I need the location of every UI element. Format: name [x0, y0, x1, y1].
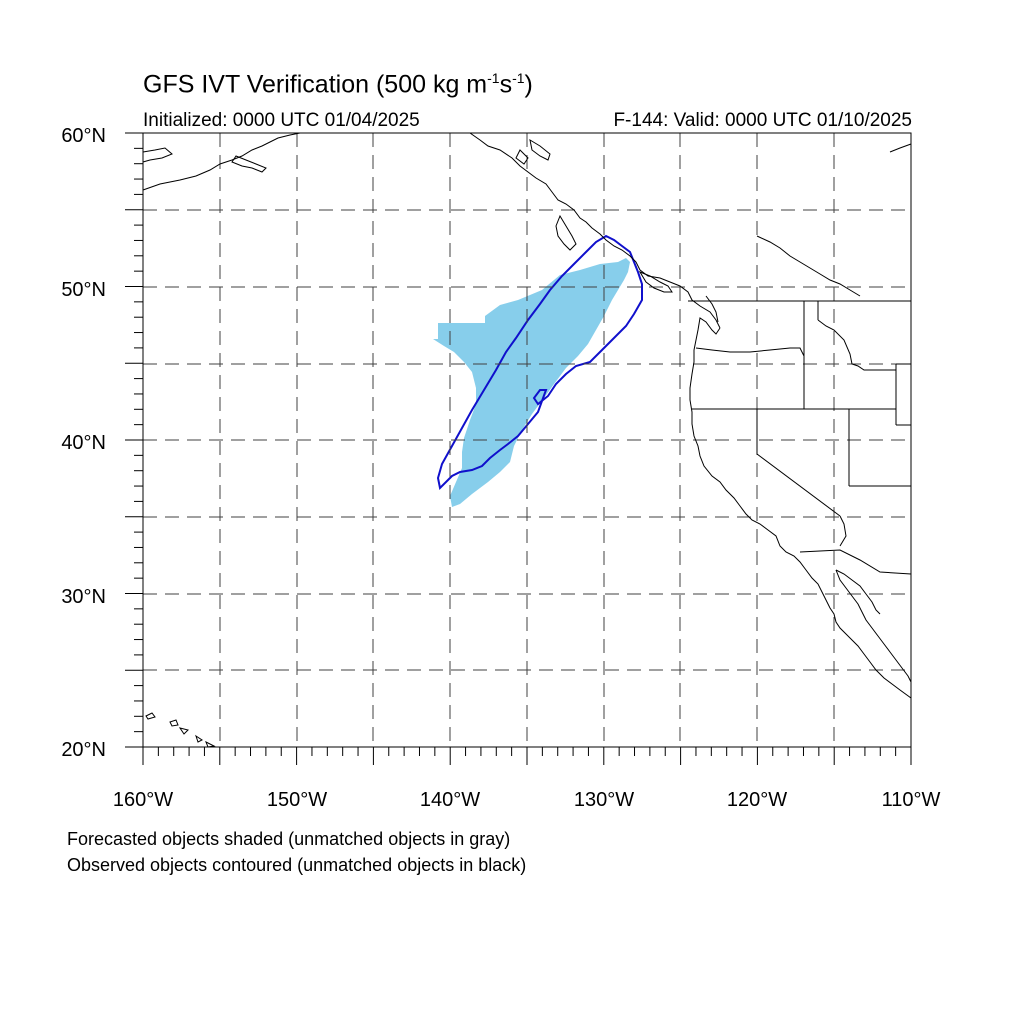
- observed-object-contour: [436, 234, 643, 491]
- hawaii-islands: [145, 712, 216, 748]
- axis-ticks: [125, 132, 912, 765]
- lat-label-50n: 50°N: [61, 279, 106, 301]
- longitude-labels: 160°W 150°W 140°W 130°W 120°W 110°W: [113, 789, 941, 811]
- latitude-labels: 60°N 50°N 40°N 30°N 20°N: [61, 125, 106, 761]
- lat-label-30n: 30°N: [61, 586, 106, 608]
- forecast-note: Forecasted objects shaded (unmatched obj…: [67, 829, 511, 849]
- lon-label-120w: 120°W: [727, 789, 787, 811]
- coastlines: [142, 132, 912, 699]
- lon-label-140w: 140°W: [420, 789, 480, 811]
- map-title: GFS IVT Verification (500 kg m-1s-1): [143, 70, 533, 99]
- valid-time-label: F-144: Valid: 0000 UTC 01/10/2025: [613, 110, 912, 131]
- observed-note: Observed objects contoured (unmatched ob…: [67, 855, 527, 875]
- lat-label-20n: 20°N: [61, 739, 106, 761]
- lon-label-110w: 110°W: [882, 789, 941, 811]
- lat-label-60n: 60°N: [61, 125, 106, 147]
- lon-label-130w: 130°W: [574, 789, 634, 811]
- lon-label-160w: 160°W: [113, 789, 173, 811]
- legend-notes: Forecasted objects shaded (unmatched obj…: [67, 826, 526, 878]
- lon-label-150w: 150°W: [267, 789, 327, 811]
- lat-label-40n: 40°N: [61, 432, 106, 454]
- initialized-label: Initialized: 0000 UTC 01/04/2025: [143, 110, 420, 131]
- forecast-object: [433, 258, 630, 507]
- grid-lines: [143, 133, 911, 747]
- state-borders: [688, 235, 912, 575]
